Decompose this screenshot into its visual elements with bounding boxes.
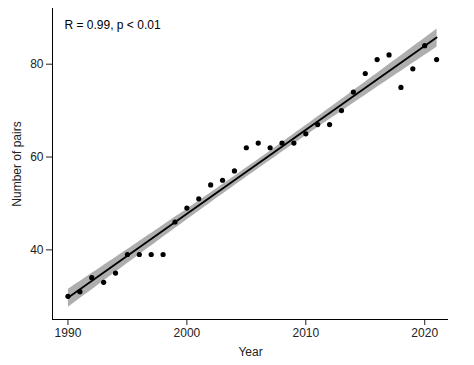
svg-text:Year: Year [238, 345, 262, 359]
svg-text:80: 80 [30, 57, 44, 71]
svg-text:2000: 2000 [174, 326, 201, 340]
svg-text:Number of pairs: Number of pairs [10, 121, 24, 206]
svg-text:R = 0.99, p < 0.01: R = 0.99, p < 0.01 [65, 18, 161, 32]
svg-text:2020: 2020 [411, 326, 438, 340]
svg-text:2010: 2010 [292, 326, 319, 340]
svg-text:60: 60 [30, 150, 44, 164]
svg-text:40: 40 [30, 243, 44, 257]
svg-text:1990: 1990 [55, 326, 82, 340]
